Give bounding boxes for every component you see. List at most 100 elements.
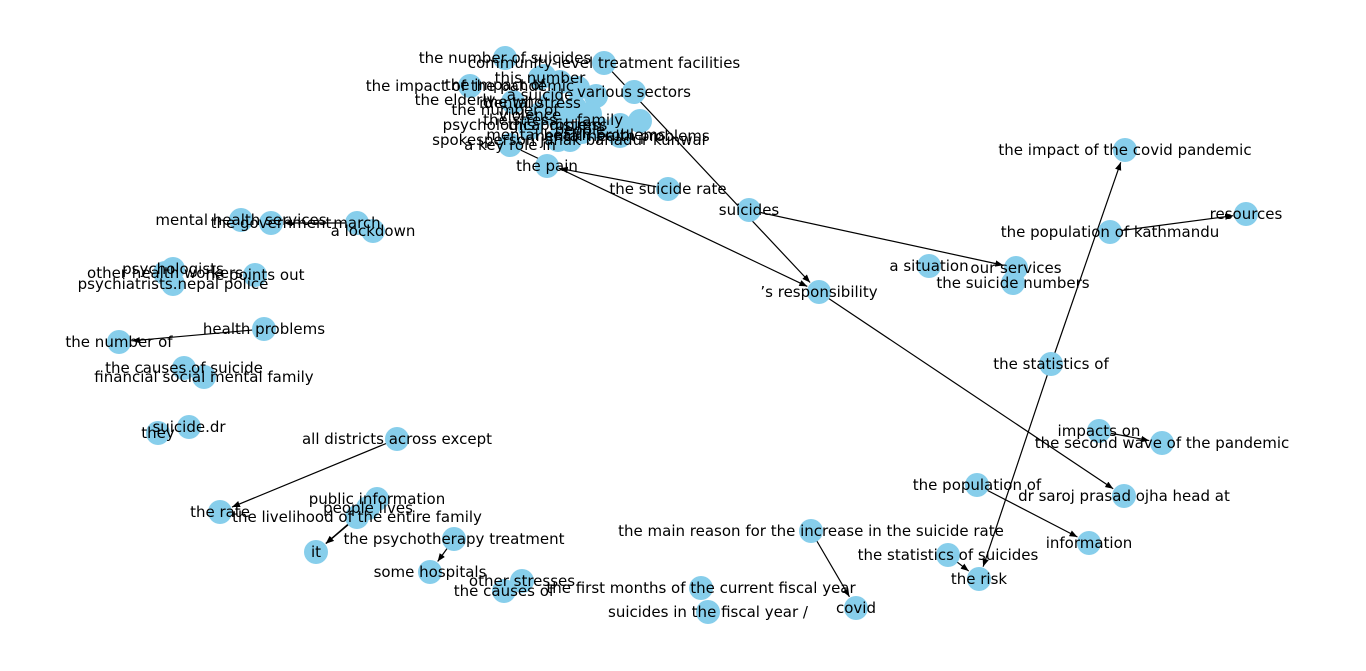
cluster-label: the stress: [483, 111, 557, 129]
node-label-suicide_rate: the suicide rate: [609, 180, 726, 198]
node-spokesperson: [558, 128, 582, 152]
node-number_of: [107, 330, 131, 354]
cluster-label: psychological distress: [443, 116, 608, 134]
node-label-sectors: various sectors: [577, 83, 691, 101]
node-situation: [917, 254, 941, 278]
node-label-other_stresses: other stresses: [469, 572, 575, 590]
node-label-psychologists: psychologists: [122, 260, 224, 278]
node-label-psychiatrists: psychiatrists.nepal police: [78, 275, 269, 293]
node-label-responsibility: ’s responsibility: [760, 283, 877, 301]
labels-layer: the number of suicides community-level tr…: [65, 49, 1289, 621]
node-label-impact_covid: the impact of the covid pandemic: [998, 141, 1251, 159]
cluster-label: the elderly: [415, 91, 496, 109]
node-statistics_of: [1039, 352, 1063, 376]
edge-main_reason-to-covid: [810, 530, 850, 598]
node-label-people_lives: people lives: [323, 499, 413, 517]
node-second_wave: [1150, 431, 1174, 455]
node-suicide_rate: [656, 177, 680, 201]
node-label-dr_saroj: dr saroj prasad ojha head at: [1018, 487, 1230, 505]
node-label-the_rate: the rate: [190, 503, 250, 521]
node-psychiatrists: [161, 272, 185, 296]
node-label-livelihood: the livelihood of the entire family: [232, 508, 482, 526]
node-mhs: [229, 208, 253, 232]
node-label-other_health: other health workers: [87, 264, 243, 282]
node-label-government: the government: [211, 214, 332, 232]
node-fiscal_year: [696, 600, 720, 624]
edge-population_of-to-information: [976, 484, 1078, 538]
node-label-points_out: he points out: [206, 266, 305, 284]
node-responsibility: [807, 280, 831, 304]
node-main_reason: [799, 519, 823, 543]
node-label-community: community-level treatment facilities: [468, 54, 741, 72]
node-label-the_pain: the pain: [516, 157, 578, 175]
node-label-causes_of: the causes of: [454, 582, 555, 600]
node-information: [1077, 531, 1101, 555]
node-label-services: our services: [970, 259, 1061, 277]
node-covid: [844, 596, 868, 620]
cluster-node: [518, 116, 542, 140]
node-causes_of: [492, 579, 516, 603]
node-lockdown: [361, 219, 385, 243]
node-label-lockdown: a lockdown: [331, 222, 416, 240]
node-label-number_of: the number of: [65, 333, 173, 351]
node-label-pop_kathmandu: the population of kathmandu: [1001, 223, 1220, 241]
node-sectors: [622, 80, 646, 104]
edge-pop_kathmandu-to-resources: [1109, 213, 1234, 233]
node-all_districts: [385, 427, 409, 451]
node-this_number: [528, 66, 552, 90]
node-the_risk: [967, 567, 991, 591]
extra-labels-layer: mental health problems the impact of psych…: [415, 76, 666, 144]
node-suicides: [737, 198, 761, 222]
edge-statistics_of-to-the_risk: [982, 363, 1052, 567]
node-key_role: [498, 133, 522, 157]
node-label-they: they: [141, 424, 175, 442]
node-resources: [1234, 202, 1258, 226]
cluster-node: [566, 76, 590, 100]
node-impact_covid: [1113, 138, 1137, 162]
node-first_months: [689, 576, 713, 600]
node-label-resources: resources: [1210, 205, 1283, 223]
node-label-the_who: the who: [483, 93, 543, 111]
node-dr_saroj: [1112, 484, 1136, 508]
node-label-health_problems_top: mental health problems: [530, 127, 710, 145]
node-livelihood: [345, 505, 369, 529]
node-causes_suicide: [172, 356, 196, 380]
node-government: [259, 211, 283, 235]
node-label-public_info: public information: [309, 490, 445, 508]
node-psychotherapy: [442, 527, 466, 551]
node-label-information: information: [1046, 534, 1133, 552]
node-the_pain: [535, 154, 559, 178]
node-community: [592, 51, 616, 75]
node-stats_suicides: [936, 543, 960, 567]
cluster-label: a suicide: [507, 86, 574, 104]
node-label-suicides: suicides: [719, 201, 780, 219]
node-the_who: [501, 90, 525, 114]
edge-all_districts-to-the_rate: [231, 438, 398, 508]
node-impacts_on: [1087, 419, 1111, 443]
cluster-node: [548, 108, 572, 132]
node-pop_kathmandu: [1098, 220, 1122, 244]
node-label-suicide_numbers: the suicide numbers: [936, 274, 1089, 292]
node-label-population_of: the population of: [913, 476, 1042, 494]
cluster-label: mental stress: [479, 94, 581, 112]
node-financial: [192, 365, 216, 389]
node-label-situation: a situation: [889, 257, 968, 275]
node-points_out: [243, 263, 267, 287]
node-label-psychotherapy: the psychotherapy treatment: [344, 530, 565, 548]
edge-statistics_of-to-impact_covid: [1050, 162, 1122, 365]
node-label-some_hospitals: some hospitals: [374, 563, 487, 581]
node-label-covid: covid: [836, 599, 876, 617]
node-label-suicide_dr: suicide.dr: [152, 418, 226, 436]
node-label-stats_suicides: the statistics of suicides: [858, 546, 1039, 564]
node-suicide_numbers: [1001, 271, 1025, 295]
node-label-causes_suicide: the causes of suicide: [105, 359, 263, 377]
node-the_rate: [208, 500, 232, 524]
node-label-march: march: [333, 214, 380, 232]
cluster-label: family: [577, 111, 623, 129]
node-num_suicides: [493, 46, 517, 70]
cluster-label: mental health problems: [486, 126, 666, 144]
edge-key_role-to-responsibility: [509, 144, 808, 287]
cluster-node: [628, 109, 652, 133]
node-it: [304, 540, 328, 564]
